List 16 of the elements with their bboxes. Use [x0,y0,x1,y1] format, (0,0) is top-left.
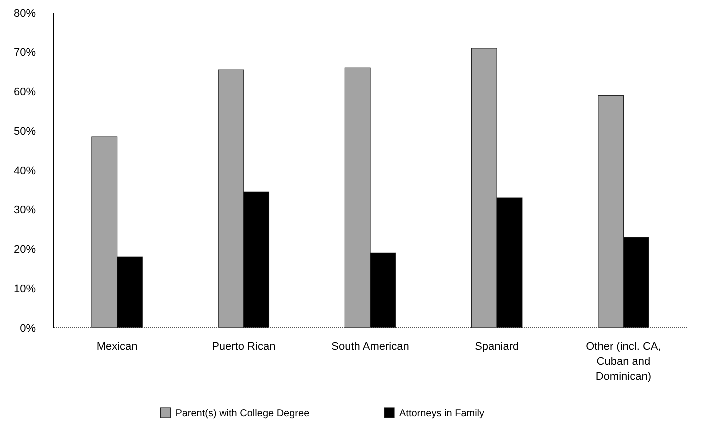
y-tick-label: 0% [20,322,36,335]
y-tick-label: 20% [14,244,36,256]
x-tick-label: South American [332,341,410,353]
y-tick-label: 30% [14,204,36,217]
legend-label: Parent(s) with College Degree [176,408,310,420]
y-tick-label: 50% [14,126,36,138]
x-tick-label: Spaniard [475,341,520,353]
y-tick-label: 70% [14,47,36,60]
x-tick-label: Mexican [96,341,138,353]
y-tick-label: 80% [14,8,36,20]
y-tick-label: 10% [14,283,36,296]
x-tick-label: Other (incl. CA, Cuban and Dominican) [586,341,662,383]
x-tick-label: Puerto Rican [212,341,276,353]
legend-label: Attorneys in Family [400,408,485,420]
y-tick-label: 40% [14,165,36,178]
y-tick-label: 60% [14,86,36,99]
